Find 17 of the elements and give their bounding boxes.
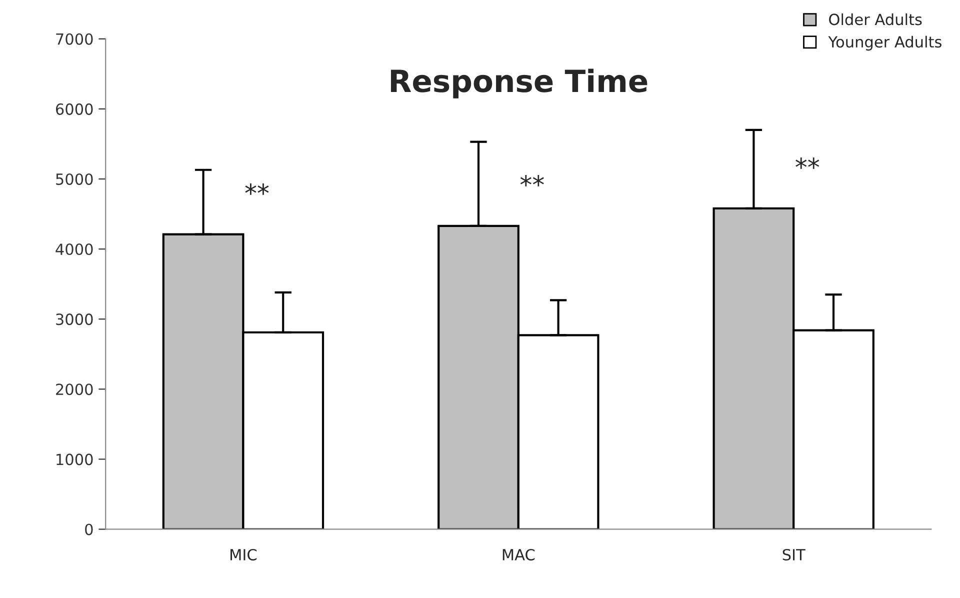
legend-label: Older Adults [829,13,922,26]
x-tick-label: MAC [502,548,535,560]
text: Response Time [390,68,648,98]
x-tick-label: SIT [782,548,806,560]
y-tick-label: 2000 [56,384,93,396]
legend-label: Younger Adults [828,36,942,51]
annotation: ** [520,175,544,186]
annotation: ** [796,158,820,169]
y-tick-label: 3000 [56,314,93,326]
x-tick-label: MIC [230,548,257,560]
y-tick-label: 0 [85,524,93,536]
y-tick-label: 7000 [56,33,93,45]
y-tick-label: 1000 [56,454,93,466]
y-tick-label: 4000 [56,243,93,256]
annotation: ** [245,183,269,195]
y-tick-label: 5000 [56,173,93,185]
y-tick-label: 6000 [56,103,93,115]
